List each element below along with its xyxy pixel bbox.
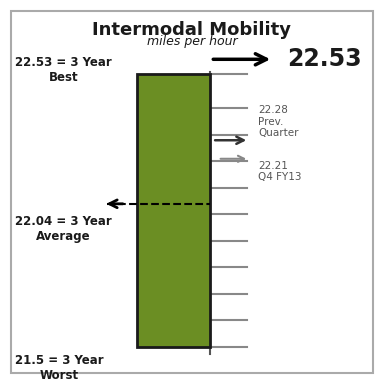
Text: Intermodal Mobility: Intermodal Mobility xyxy=(93,21,291,38)
Text: 21.5 = 3 Year
Worst: 21.5 = 3 Year Worst xyxy=(15,354,104,382)
Bar xyxy=(137,74,210,347)
Text: 22.53 = 3 Year
Best: 22.53 = 3 Year Best xyxy=(15,56,112,84)
Text: miles per hour: miles per hour xyxy=(147,35,237,48)
Text: 22.04 = 3 Year
Average: 22.04 = 3 Year Average xyxy=(15,215,112,243)
Text: 22.21
Q4 FY13: 22.21 Q4 FY13 xyxy=(258,161,302,182)
Text: 22.53: 22.53 xyxy=(287,47,362,71)
Text: 22.28
Prev.
Quarter: 22.28 Prev. Quarter xyxy=(258,105,299,138)
